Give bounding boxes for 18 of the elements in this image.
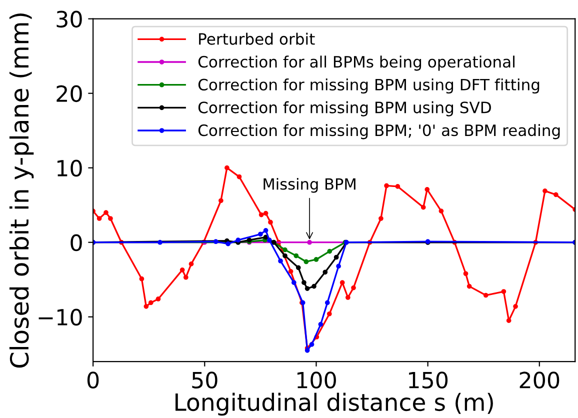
y-tick-label: 10 <box>58 160 82 177</box>
x-tick-label: 100 <box>297 372 336 388</box>
y-tick-label: 30 <box>56 10 82 28</box>
annotation: Missing BPM <box>264 178 356 193</box>
legend-label: Perturbed orbit <box>199 32 315 45</box>
y-tick-label: −10 <box>38 308 82 326</box>
legend-label: Correction for all BPMs being operational <box>198 56 514 71</box>
legend-label: Correction for missing BPM using DFT fitting <box>198 78 540 94</box>
x-tick-label: 50 <box>192 372 218 388</box>
x-axis-title: Longitudinal distance s (m) <box>176 392 493 416</box>
legend-label: Correction for missing BPM; '0' as BPM reading <box>198 124 560 140</box>
y-axis-title: Closed orbit in y-plane (mm) <box>9 13 34 368</box>
x-tick-label: 200 <box>520 372 560 388</box>
x-tick-label: 0 <box>87 372 99 388</box>
legend-label: Correction for missing BPM using SVD <box>198 101 491 116</box>
y-tick-label: 0 <box>70 234 82 252</box>
x-tick-label: 150 <box>409 372 448 388</box>
y-tick-label: 20 <box>56 85 82 102</box>
